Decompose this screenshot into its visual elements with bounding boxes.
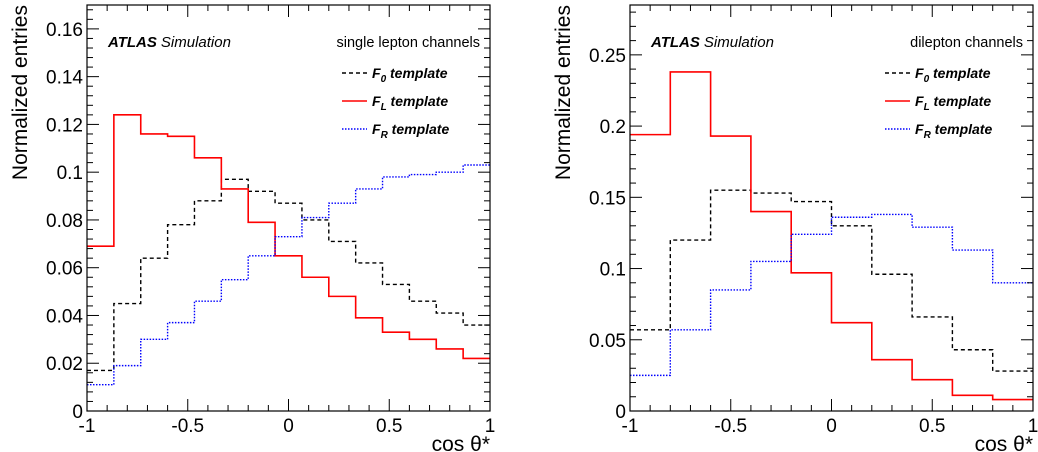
atlas-experiment-text: ATLAS xyxy=(107,34,157,51)
series-fr-histogram xyxy=(630,213,1033,377)
panel-single-lepton: -1 -0.5 0 0.5 1 0 0.02 0.04 0.06 0.08 0.1 0.12 0.14 0… xyxy=(9,4,496,452)
x-tick-label: 0.5 xyxy=(919,416,945,437)
legend-subscript: R xyxy=(381,130,389,141)
y-tick-label: 0 xyxy=(615,402,626,423)
y-tick-label: 0.05 xyxy=(589,331,626,352)
legend-subscript: 0 xyxy=(924,74,930,85)
x-tick-label: 1 xyxy=(1028,416,1038,437)
y-tick-label: 0.16 xyxy=(46,20,83,41)
legend-label-f0: F0 template xyxy=(372,65,448,85)
y-tick-label: 0.1 xyxy=(57,163,83,184)
legend-label-fl: FL template xyxy=(915,93,991,113)
series-fr-histogram xyxy=(87,164,490,386)
y-tick-label: 0.12 xyxy=(46,115,83,136)
channel-label: dilepton channels xyxy=(910,35,1023,51)
series-fl-histogram xyxy=(87,114,490,360)
legend-subscript: L xyxy=(381,102,387,113)
x-tick-label: -0.5 xyxy=(171,416,204,437)
legend-template-text: template xyxy=(931,121,993,137)
legend-template-text: template xyxy=(930,93,992,109)
legend-subscript: L xyxy=(924,102,930,113)
y-tick-label: 0 xyxy=(72,402,83,423)
x-tick-label: 0 xyxy=(283,416,294,437)
legend-template-text: template xyxy=(386,65,448,81)
atlas-simulation-text: Simulation xyxy=(161,34,231,51)
legend-symbol: F xyxy=(372,121,381,137)
y-axis-title: Normalized entries xyxy=(552,5,575,180)
atlas-experiment-text: ATLAS xyxy=(650,34,700,51)
x-tick-label: 1 xyxy=(485,416,496,437)
y-tick-label: 0.02 xyxy=(46,354,83,375)
panel-dilepton: -1 -0.5 0 0.5 1 0 0.05 0.1 0.15 0.2 0.25 cos θ* Norm… xyxy=(552,4,1038,452)
atlas-simulation-text: Simulation xyxy=(704,34,774,51)
y-tick-label: 0.25 xyxy=(589,46,626,67)
legend-symbol: F xyxy=(915,65,924,81)
y-tick-label: 0.06 xyxy=(46,259,83,280)
legend-template-text: template xyxy=(929,65,991,81)
y-tick-label: 0.15 xyxy=(589,188,626,209)
x-axis-title: cos θ* xyxy=(432,433,490,452)
series-fl-histogram xyxy=(630,71,1033,401)
atlas-label: ATLAS Simulation xyxy=(107,34,231,51)
legend-template-text: template xyxy=(388,121,450,137)
atlas-label: ATLAS Simulation xyxy=(650,34,774,51)
y-tick-label: 0.14 xyxy=(46,68,83,89)
legend-label-fl: FL template xyxy=(372,93,448,113)
legend-symbol: F xyxy=(915,121,924,137)
series-f0-histogram xyxy=(630,189,1033,372)
legend-symbol: F xyxy=(372,93,381,109)
y-tick-label: 0.08 xyxy=(46,211,83,232)
legend-subscript: 0 xyxy=(381,74,387,85)
x-tick-label: -1 xyxy=(622,416,639,437)
legend-symbol: F xyxy=(372,65,381,81)
legend-symbol: F xyxy=(915,93,924,109)
legend-template-text: template xyxy=(387,93,449,109)
legend-label-fr: FR template xyxy=(915,121,992,141)
legend-label-f0: F0 template xyxy=(915,65,991,85)
x-axis-title: cos θ* xyxy=(975,433,1033,452)
series-f0-histogram xyxy=(87,178,490,372)
y-tick-label: 0.1 xyxy=(600,260,626,281)
y-tick-label: 0.2 xyxy=(600,117,626,138)
y-axis-title: Normalized entries xyxy=(9,5,32,180)
x-tick-label: -1 xyxy=(79,416,96,437)
legend-subscript: R xyxy=(924,130,932,141)
x-tick-label: 0.5 xyxy=(376,416,402,437)
x-tick-label: 0 xyxy=(826,416,837,437)
legend-label-fr: FR template xyxy=(372,121,449,141)
x-tick-label: -0.5 xyxy=(714,416,747,437)
channel-label: single lepton channels xyxy=(337,35,481,51)
y-tick-label: 0.04 xyxy=(46,306,83,327)
